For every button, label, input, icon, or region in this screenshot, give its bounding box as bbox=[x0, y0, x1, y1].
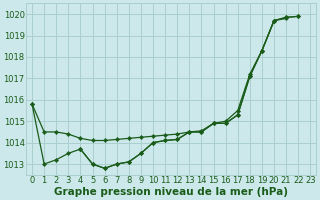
X-axis label: Graphe pression niveau de la mer (hPa): Graphe pression niveau de la mer (hPa) bbox=[54, 187, 288, 197]
